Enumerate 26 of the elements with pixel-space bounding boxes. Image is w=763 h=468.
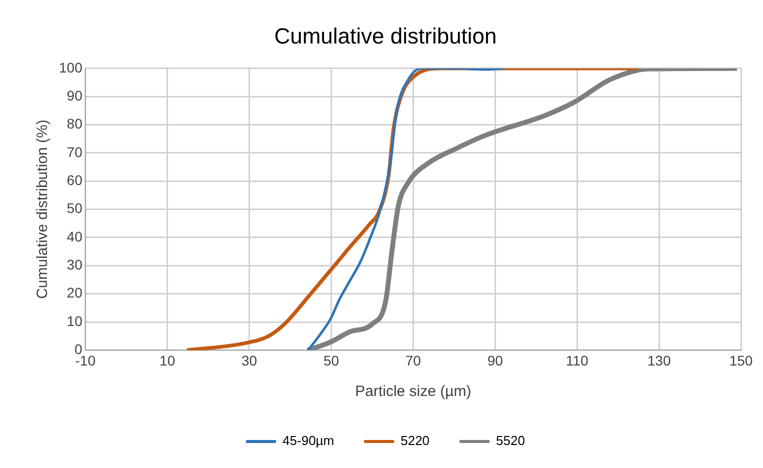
- y-tick-label: 80: [66, 116, 83, 132]
- y-tick-label: 70: [66, 144, 83, 160]
- x-tick-label: 30: [241, 352, 258, 368]
- legend-label: 45-90µm: [282, 433, 334, 448]
- y-tick-label: 10: [66, 312, 83, 329]
- y-tick-label: 60: [66, 172, 83, 188]
- y-axis-title: Cumulative distribution (%): [34, 120, 52, 299]
- y-tick-label: 40: [66, 228, 83, 244]
- chart-title: Cumulative distribution: [274, 23, 497, 48]
- x-tick-label: 130: [647, 352, 671, 368]
- y-tick-label: 100: [59, 59, 83, 76]
- x-tick-label: 50: [323, 352, 340, 368]
- legend-label: 5520: [496, 433, 525, 448]
- y-tick-label: 0: [74, 341, 83, 358]
- line-series: [306, 68, 505, 350]
- y-tick-label: 20: [66, 284, 83, 301]
- x-tick-label: 10: [160, 352, 176, 368]
- x-tick-label: 150: [729, 352, 753, 368]
- y-tick-label: 50: [66, 200, 83, 216]
- x-tick-label: 70: [405, 352, 422, 368]
- x-tick-label: 110: [566, 352, 588, 368]
- legend-label: 5220: [400, 433, 430, 448]
- y-tick-label: 90: [66, 87, 83, 104]
- y-tick-label: 30: [66, 256, 83, 273]
- x-axis-title: Particle size (µm): [355, 383, 472, 400]
- x-tick-label: 90: [487, 352, 504, 368]
